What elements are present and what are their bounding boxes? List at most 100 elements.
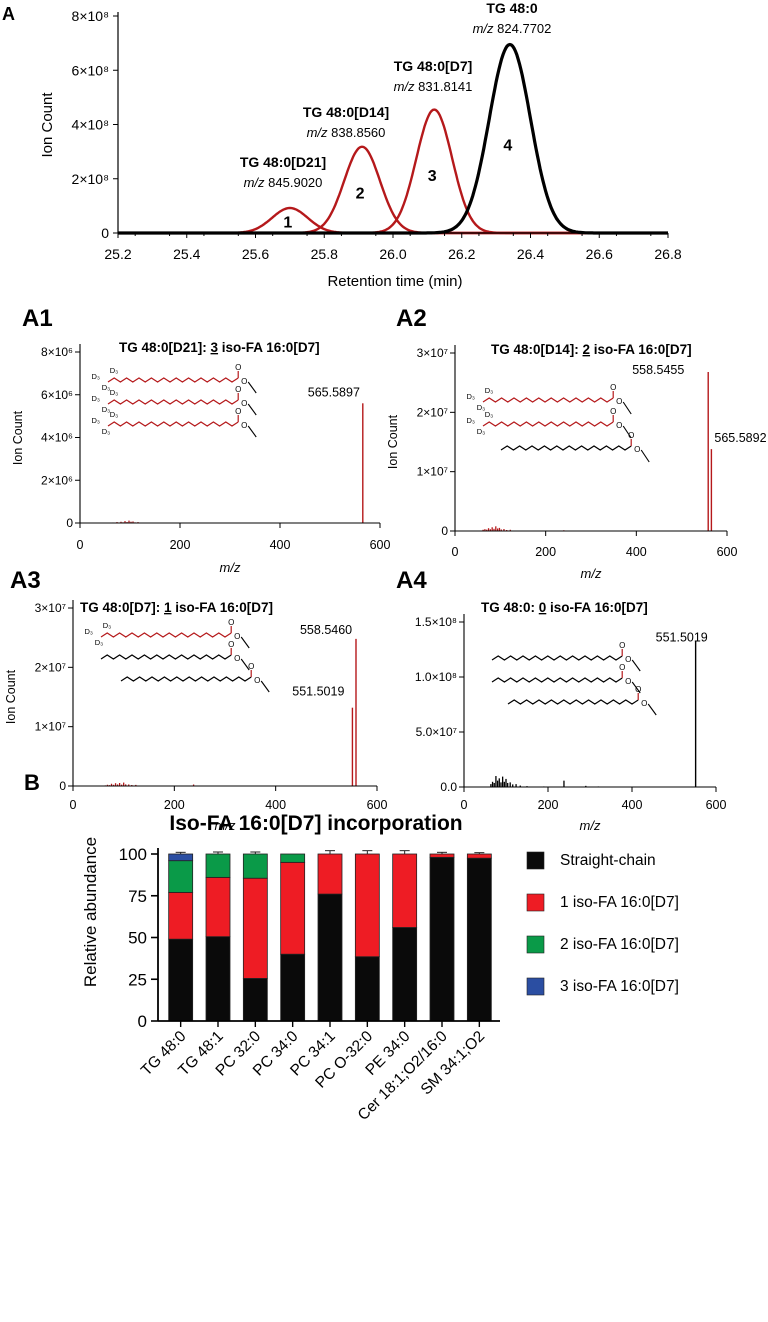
bar-segment-1	[280, 861, 306, 955]
y-tick-label: 2×10⁸	[72, 171, 110, 187]
spectrum-y-tick-label: 1×10⁷	[417, 465, 448, 479]
glycerol-bond	[622, 425, 632, 439]
y-tick-label: 4×10⁸	[72, 117, 110, 133]
bar-segment-0	[466, 857, 492, 1022]
bar-segment-0	[317, 893, 343, 1022]
deuterium-label: D₃	[103, 621, 111, 630]
spectrum-xlabel: m/z	[581, 566, 602, 581]
bar-segment-3	[168, 853, 194, 862]
carbonyl-oxygen: O	[235, 363, 241, 372]
spectrum-peak-label: 565.5892	[714, 431, 766, 445]
spectrum-xlabel: m/z	[220, 560, 241, 575]
ester-oxygen: O	[254, 676, 260, 685]
spectrum-title: TG 48:0[D14]: 2 iso-FA 16:0[D7]	[491, 342, 692, 357]
spectrum-x-tick-label: 200	[538, 798, 559, 812]
chromatogram-axes: 25.2 25.4 25.6 25.8 26.0 26.2 26.4 26.6 26.8 0 2×1…	[72, 8, 682, 262]
bar-segment-1	[168, 892, 194, 940]
ester-oxygen: O	[625, 655, 631, 664]
spectrum-peak-label: 551.5019	[656, 631, 708, 645]
x-tick-label: 25.8	[311, 246, 338, 262]
deuterium-label: D₃	[467, 416, 475, 425]
peak-1-mz: m/z 845.9020	[244, 175, 323, 190]
peak-2-mz: m/z 838.8560	[307, 125, 386, 140]
x-tick-label: 25.4	[173, 246, 200, 262]
carbonyl-oxygen: O	[610, 407, 616, 416]
deuterium-label: D₃	[92, 372, 100, 381]
y-tick-label: 100	[119, 845, 147, 864]
spectrum-x-tick-label: 0	[452, 545, 459, 559]
bar-segment-0	[242, 978, 268, 1022]
bar-segment-1	[466, 853, 492, 859]
panel-label-a1: A1	[22, 305, 53, 332]
peak-3-compound: TG 48:0[D7]	[394, 58, 473, 74]
panel-label-b: B	[24, 770, 40, 795]
carbonyl-oxygen: O	[248, 662, 254, 671]
ester-oxygen: O	[641, 699, 647, 708]
carbonyl-oxygen: O	[619, 641, 625, 650]
carbonyl-oxygen: O	[235, 385, 241, 394]
bar-segment-1	[354, 853, 380, 958]
y-tick-label: 75	[128, 887, 147, 906]
spectrum-a1: TG 48:0[D21]: 3 iso-FA 16:0[D7] 565.5897 0…	[11, 340, 390, 575]
legend-label-3: 3 iso-FA 16:0[D7]	[560, 978, 679, 995]
acyl-chain	[120, 676, 252, 682]
bar-segment-0	[429, 856, 455, 1022]
spectrum-y-tick-label: 3×10⁷	[35, 601, 66, 615]
acyl-chain	[100, 654, 232, 660]
deuterium-label: D₃	[102, 405, 110, 414]
x-tick-label: 26.8	[654, 246, 681, 262]
glycerol-bond	[640, 449, 650, 463]
incorporation-ylabel: Relative abundance	[81, 837, 100, 987]
spectrum-y-tick-label: 1.0×10⁸	[415, 670, 457, 684]
spectrum-xlabel: m/z	[215, 818, 236, 833]
deuterium-label: D₃	[110, 366, 118, 375]
bar-segment-0	[280, 953, 306, 1022]
deuterium-label: D₃	[85, 627, 93, 636]
bar-segment-1	[242, 877, 268, 979]
x-tick-label: 26.2	[448, 246, 475, 262]
y-tick-label: 8×10⁸	[72, 8, 110, 24]
spectrum-ylabel: Ion Count	[11, 410, 25, 465]
peak-annotation-3: TG 48:0[D7] m/z 831.8141	[394, 58, 473, 94]
legend-swatch-2	[526, 935, 545, 954]
chromatogram-chart: 1 2 3 4 25.2 25.4 25.6 25.8 26.0 26.2 26.4 26.6 26.…	[39, 0, 682, 290]
acyl-chain	[482, 397, 614, 403]
glycerol-bond	[631, 681, 641, 694]
legend-label-2: 2 iso-FA 16:0[D7]	[560, 936, 679, 953]
y-tick-label: 25	[128, 970, 147, 989]
legend-swatch-3	[526, 977, 545, 996]
carbonyl-oxygen: O	[228, 640, 234, 649]
incorporation-chart: Iso-FA 16:0[D7] incorporation Relative a…	[81, 812, 679, 1124]
spectrum-y-tick-label: 1.5×10⁸	[415, 615, 457, 629]
legend: Straight-chain 1 iso-FA 16:0[D7] 2 iso-FA …	[526, 851, 679, 996]
acyl-chain	[107, 421, 239, 427]
deuterium-label: D₃	[92, 416, 100, 425]
peak-number-1: 1	[283, 214, 292, 231]
spectrum-ylabel: Ion Count	[386, 414, 400, 469]
deuterium-label: D₃	[485, 386, 493, 395]
bar-segment-1	[429, 853, 455, 858]
peak-2-compound: TG 48:0[D14]	[303, 104, 389, 120]
acyl-chain	[107, 377, 239, 383]
panel-label-a: A	[2, 4, 15, 24]
legend-swatch-0	[526, 851, 545, 870]
legend-label-0: Straight-chain	[560, 852, 656, 869]
peak-number-2: 2	[356, 185, 365, 202]
peak-number-4: 4	[503, 137, 512, 154]
spectrum-y-tick-label: 3×10⁷	[417, 346, 448, 360]
ester-oxygen: O	[634, 445, 640, 454]
spectrum-y-tick-label: 0.0	[440, 780, 457, 794]
chromatogram-xlabel: Retention time (min)	[327, 273, 462, 290]
glycerol-bond	[247, 425, 257, 438]
deuterium-label: D₃	[102, 383, 110, 392]
bar-segment-1	[205, 876, 231, 938]
spectrum-x-tick-label: 400	[626, 545, 647, 559]
spectrum-title: TG 48:0: 0 iso-FA 16:0[D7]	[481, 600, 648, 615]
glycerol-bond	[631, 659, 641, 672]
panel-label-a3: A3	[10, 567, 41, 594]
